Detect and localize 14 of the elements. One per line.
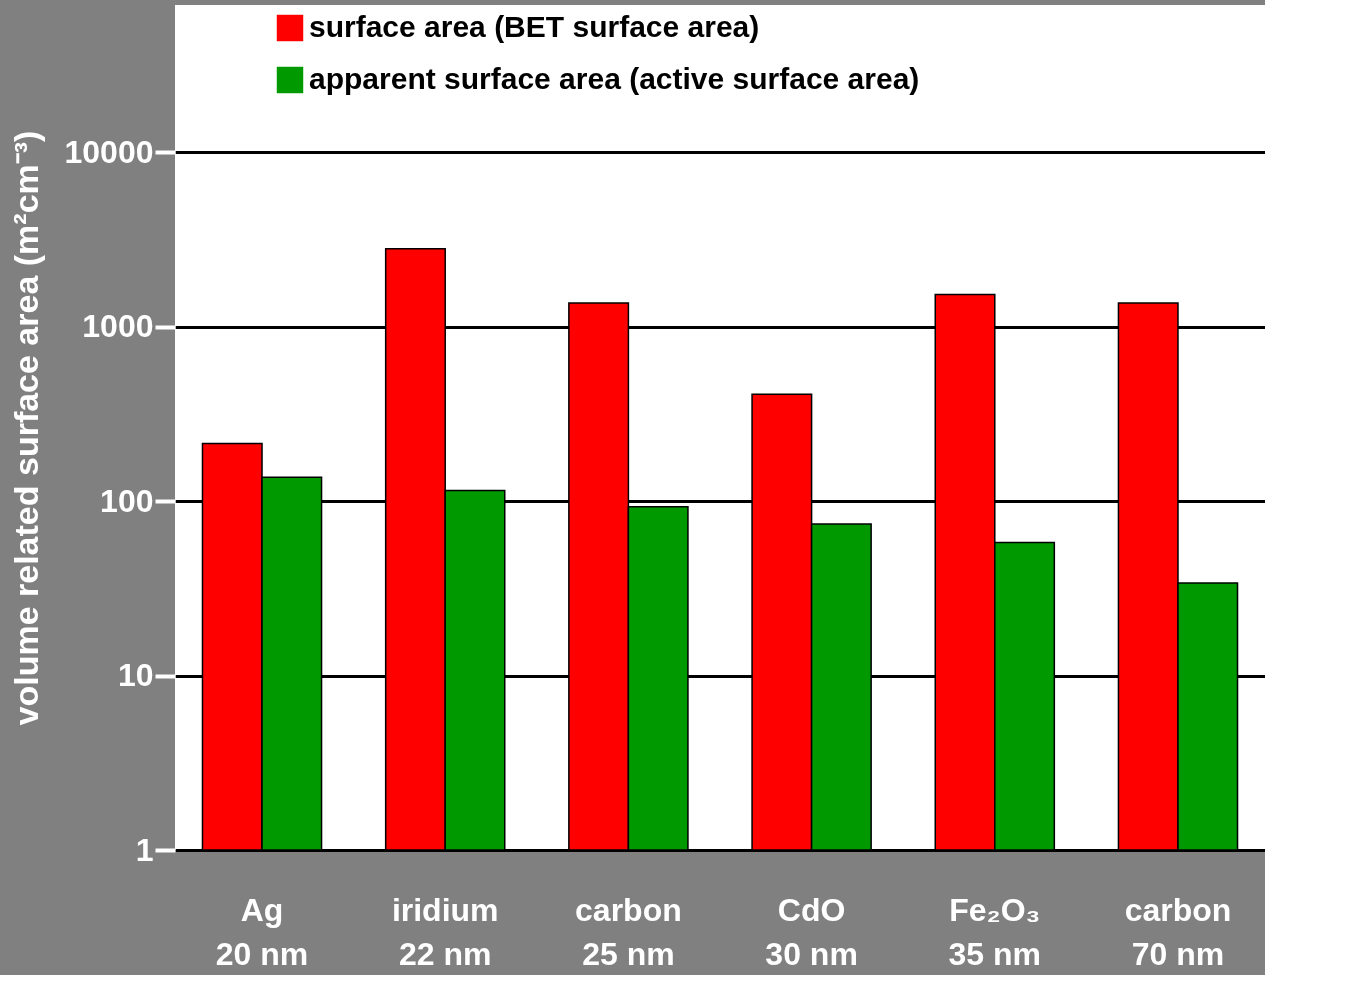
y-tick-label: 10 [117,657,154,694]
x-tick-label: iridium 22 nm [391,891,499,972]
legend-label: apparent surface area (active surface area) [309,62,920,95]
x-tick-label: CdO 30 nm [765,891,858,972]
x-tick-label: Ag 20 nm [215,891,309,972]
y-tick-label: 1000 [82,308,154,345]
x-tick-label: carbon 70 nm [1124,891,1232,972]
x-tick-label: carbon 25 nm [575,891,682,972]
y-tick-label: 1 [135,831,154,868]
x-tick-label: Fe₂O₃ 35 nm [948,891,1042,972]
legend-label: surface area (BET surface area) [309,10,760,43]
y-axis-title: volume related surface area (m²cm⁻³) [6,130,45,726]
y-tick-label: 100 [100,482,154,519]
y-tick-label: 10000 [64,133,154,170]
